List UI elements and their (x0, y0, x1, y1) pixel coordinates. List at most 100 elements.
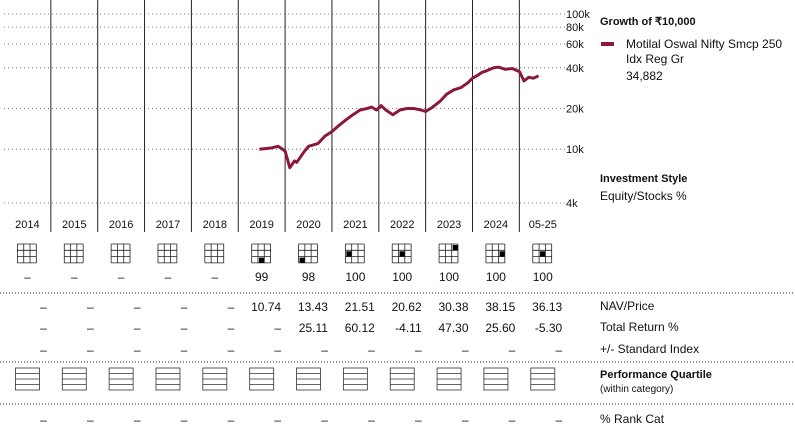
fund-value: 34,882 (626, 69, 663, 83)
style-box-fill (346, 251, 352, 257)
quartile-icon (249, 367, 275, 391)
style-box-icon (485, 243, 506, 264)
nav-value: – (228, 300, 235, 314)
nav-value: – (134, 300, 141, 314)
equity-pct-value: – (24, 270, 31, 284)
year-label: 2019 (249, 219, 273, 231)
year-label: 2020 (296, 219, 320, 231)
total-return-value: – (134, 321, 141, 335)
total-return-value: – (274, 321, 281, 335)
vs-index-value: – (556, 343, 563, 357)
total-return-value: – (40, 321, 47, 335)
rank-label: % Rank Cat (600, 412, 665, 426)
rank-value: – (181, 413, 188, 427)
quartile-icon (342, 367, 368, 391)
y-tick-label: 20k (566, 104, 584, 116)
style-box-icon (251, 243, 271, 264)
nav-value: – (181, 300, 188, 314)
rank-value: – (274, 413, 281, 427)
investment-style-subtitle: Equity/Stocks % (600, 189, 687, 203)
style-box-icon (110, 243, 131, 264)
y-tick-label: 100k (566, 9, 590, 21)
style-box-fill (540, 251, 546, 257)
fund-name: Motilal Oswal Nifty Smcp 250 Idx Reg Gr (626, 37, 783, 66)
quartile-icon (530, 367, 556, 391)
nav-value: 13.43 (298, 300, 328, 314)
quartile-icon (61, 367, 87, 391)
total-return-label: Total Return % (600, 320, 679, 334)
quartile-icon (483, 367, 509, 391)
rank-value: – (556, 413, 563, 427)
style-box-icon (157, 243, 178, 264)
style-box-icon (204, 243, 225, 264)
style-box-fill (452, 245, 458, 251)
style-box-icon (344, 243, 365, 264)
total-return-value: 25.11 (299, 321, 328, 335)
quartile-icon (15, 367, 40, 391)
quartile-subtitle: (within category) (600, 384, 674, 395)
quartile-icon (436, 367, 462, 391)
vs-index-value: – (87, 343, 94, 357)
y-tick-label: 10k (566, 144, 584, 156)
nav-value: 30.38 (438, 300, 468, 314)
nav-value: – (87, 300, 94, 314)
style-box-icon (298, 243, 318, 264)
total-return-value: -5.30 (535, 321, 563, 335)
rank-value: – (228, 413, 235, 427)
rank-value: – (415, 413, 422, 427)
vs-index-value: – (368, 343, 375, 357)
year-label: 2024 (484, 219, 508, 231)
quartile-title: Performance Quartile (600, 369, 712, 381)
equity-pct-value: 100 (392, 270, 412, 284)
vs-index-value: – (509, 343, 516, 357)
rank-value: – (87, 413, 94, 427)
vs-index-value: – (181, 343, 188, 357)
equity-pct-value: 100 (486, 270, 506, 284)
year-label: 2022 (390, 219, 414, 231)
equity-pct-value: – (118, 270, 125, 284)
style-box-icon (391, 243, 412, 264)
equity-pct-value: – (71, 270, 78, 284)
year-label: 05-25 (529, 219, 557, 231)
equity-pct-value: 99 (255, 270, 269, 284)
year-label: 2018 (203, 219, 227, 231)
year-label: 2014 (15, 219, 39, 231)
nav-value: – (40, 300, 47, 314)
rank-value: – (462, 413, 469, 427)
equity-pct-value: 100 (533, 270, 553, 284)
nav-value: 36.13 (532, 300, 562, 314)
style-box-fill (299, 257, 305, 263)
total-return-value: 60.12 (345, 321, 375, 335)
fund-growth-line (259, 65, 540, 170)
equity-pct-value: 100 (345, 270, 365, 284)
quartile-icon (296, 367, 321, 391)
equity-pct-value: – (211, 270, 218, 284)
legend-title: Growth of ₹10,000 (600, 16, 696, 28)
y-tick-label: 4k (566, 198, 578, 210)
quartile-icon (155, 367, 181, 391)
nav-value: 38.15 (485, 300, 515, 314)
quartile-icon (108, 367, 134, 391)
total-return-value: – (87, 321, 94, 335)
vs-index-value: – (228, 343, 235, 357)
rank-value: – (40, 413, 47, 427)
total-return-value: – (228, 321, 235, 335)
equity-pct-value: 100 (439, 270, 459, 284)
style-box-fill (258, 257, 265, 263)
year-label: 2023 (437, 219, 461, 231)
year-label: 2015 (62, 219, 86, 231)
equity-pct-value: – (165, 270, 172, 284)
rank-value: – (321, 413, 328, 427)
vs-index-value: – (321, 343, 328, 357)
nav-value: 20.62 (392, 300, 422, 314)
style-box-icon (532, 243, 553, 264)
nav-value: 10.74 (251, 300, 281, 314)
total-return-value: – (181, 321, 188, 335)
total-return-value: 25.60 (485, 321, 515, 335)
style-box-icon (17, 243, 37, 264)
nav-value: 21.51 (345, 300, 375, 314)
vs-index-label: +/- Standard Index (600, 342, 700, 356)
year-label: 2021 (343, 219, 367, 231)
investment-style-title: Investment Style (600, 173, 688, 185)
